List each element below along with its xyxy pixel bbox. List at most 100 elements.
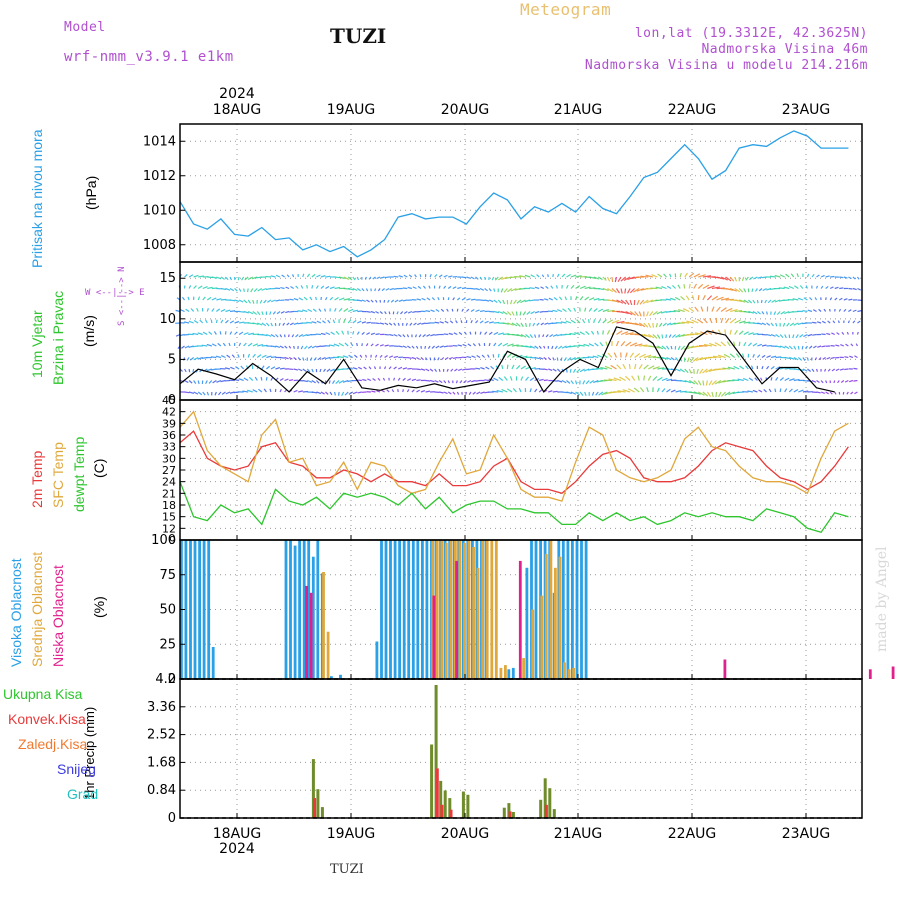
wind-barb <box>456 391 460 395</box>
wind-barb <box>506 364 509 370</box>
wind-barb <box>725 318 730 324</box>
wind-barb <box>276 311 281 315</box>
wind-barb <box>561 345 567 349</box>
wind-barb <box>784 367 791 370</box>
bar-3-2 <box>891 666 895 679</box>
wind-barb <box>430 333 435 337</box>
wind-barb <box>193 380 197 384</box>
wind-barb <box>467 343 472 347</box>
wind-barb <box>412 286 417 290</box>
day-label-bottom: 21AUG <box>554 826 603 842</box>
wind-barb <box>357 310 363 313</box>
wind-barb <box>729 353 736 358</box>
wind-barb <box>802 322 808 325</box>
wind-barb <box>570 274 577 278</box>
wind-barb <box>460 320 463 324</box>
bar-3-0 <box>571 540 574 679</box>
wind-barb <box>807 368 812 372</box>
wind-barb <box>425 379 431 382</box>
wind-barb <box>693 380 699 386</box>
wind-barb <box>220 308 226 313</box>
y-tick-label: 27 <box>162 464 176 477</box>
wind-barb <box>720 391 727 397</box>
wind-barb <box>211 297 217 301</box>
wind-barb <box>329 368 335 372</box>
wind-barb <box>734 329 738 335</box>
wind-barb <box>443 391 448 395</box>
wind-barb <box>253 288 258 293</box>
wind-barb <box>690 333 699 336</box>
wind-barb <box>275 345 281 349</box>
wind-speed-line-0 <box>179 326 835 393</box>
wind-barb <box>595 391 599 396</box>
wind-barb <box>381 389 385 393</box>
wind-barb <box>379 322 385 325</box>
wind-barb <box>774 274 781 278</box>
wind-barb <box>434 321 440 324</box>
wind-barb <box>311 368 314 373</box>
wind-barb <box>520 376 524 381</box>
wind-barb <box>743 377 749 382</box>
wind-barb <box>725 287 734 291</box>
wind-barb <box>409 322 413 326</box>
pressure-line-0 <box>179 130 849 258</box>
day-label-top: 21AUG <box>554 102 603 118</box>
wind-barb <box>202 286 208 290</box>
wind-barb <box>470 298 476 301</box>
wind-barb <box>311 285 314 289</box>
wind-barb <box>311 345 317 349</box>
wind-barb <box>247 276 254 281</box>
wind-barb <box>693 283 698 289</box>
wind-barb <box>225 367 231 370</box>
wind-barb <box>416 368 421 371</box>
wind-barb <box>402 334 406 338</box>
wind-barb <box>327 319 331 324</box>
wind-barb <box>556 273 560 278</box>
wind-barb <box>297 357 301 361</box>
wind-barb <box>661 345 667 350</box>
wind-barb <box>805 285 808 289</box>
wind-barb <box>269 311 272 315</box>
wind-barb <box>457 286 462 290</box>
wind-barb <box>760 299 763 303</box>
wind-barb <box>812 333 817 336</box>
wind-barb <box>738 330 744 335</box>
wind-barb <box>422 285 426 289</box>
wind-barb <box>269 388 272 393</box>
wind-barb <box>443 345 449 348</box>
wind-barb <box>475 367 481 370</box>
wind-barb <box>311 273 316 278</box>
wind-barb <box>201 344 208 347</box>
wind-barb <box>389 287 394 291</box>
wind-barb <box>402 299 408 302</box>
wind-barb <box>675 333 681 338</box>
wind-barb <box>601 391 608 396</box>
wind-barb <box>215 355 222 359</box>
wind-barb <box>244 276 249 281</box>
wind-barb <box>628 363 631 370</box>
wind-barb <box>848 298 853 301</box>
wind-barb <box>718 379 726 384</box>
wind-barb <box>538 389 543 393</box>
wind-barb <box>570 356 576 361</box>
wind-barb <box>694 306 699 312</box>
wind-barb <box>220 379 226 383</box>
wind-barb <box>439 391 444 394</box>
wind-barb <box>575 296 578 301</box>
wind-barb <box>766 322 771 326</box>
wind-barb <box>439 321 444 324</box>
wind-barb <box>238 378 244 382</box>
wind-barb <box>812 309 817 313</box>
wind-barb <box>197 391 203 396</box>
wind-barb <box>252 343 259 347</box>
wind-barb <box>429 379 435 383</box>
wind-barb <box>770 355 777 359</box>
wind-barb <box>552 309 558 313</box>
bar-3-0 <box>525 567 529 679</box>
wind-barb <box>309 296 313 301</box>
wind-barb <box>444 356 449 360</box>
wind-barb <box>382 377 386 381</box>
wind-barb <box>646 311 649 317</box>
wind-barb <box>370 332 376 336</box>
wind-barb <box>625 299 630 305</box>
